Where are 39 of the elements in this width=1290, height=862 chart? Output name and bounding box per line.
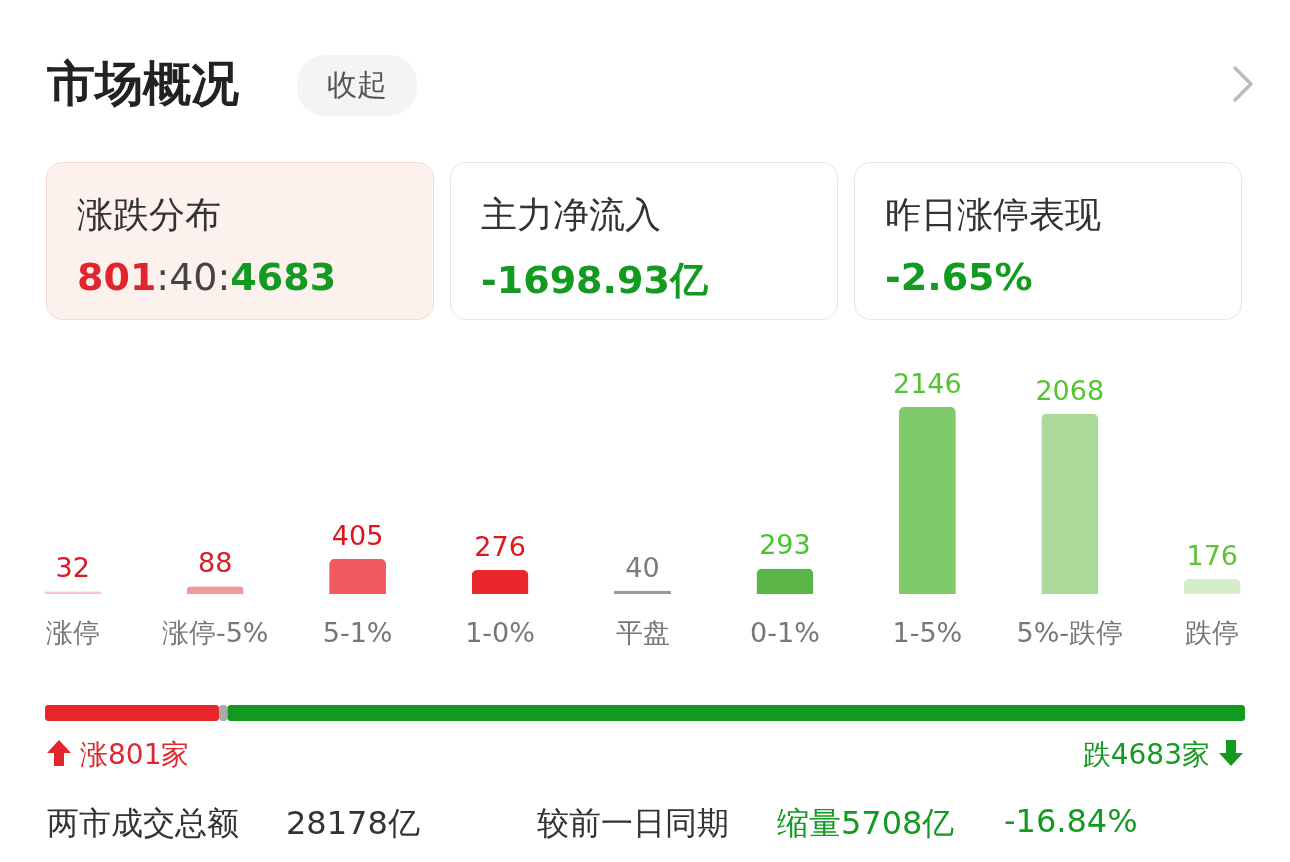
x-tick-label: 5-1% <box>322 616 393 648</box>
text: 昨日涨停表现 <box>885 193 1101 237</box>
text: 涨801家 <box>80 738 190 771</box>
data-label: 2068 <box>1035 374 1105 406</box>
x-tick-label: 1-0% <box>465 616 535 648</box>
text: -2.65% <box>885 255 1033 299</box>
x-tick-label: 1-5% <box>892 616 963 648</box>
bar <box>1183 578 1241 594</box>
text: 涨跌分布 <box>77 193 221 237</box>
bar <box>756 568 814 594</box>
data-label: 293 <box>759 529 811 561</box>
text: 市场概况 <box>47 54 239 113</box>
x-tick-label: 涨停-5% <box>161 616 269 648</box>
x-tick-label: 跌停 <box>1185 616 1240 648</box>
data-label: 176 <box>1186 539 1239 571</box>
text: -1698.93亿 <box>481 257 708 304</box>
bar <box>329 558 387 594</box>
text: -16.84% <box>1004 802 1138 840</box>
bar <box>471 569 529 594</box>
x-tick-label: 涨停 <box>45 616 100 648</box>
x-tick-label: 平盘 <box>615 616 670 648</box>
data-label: 88 <box>198 547 233 579</box>
data-label: 405 <box>331 519 384 551</box>
text: 跌4683家 <box>1082 738 1210 771</box>
text: 缩量5708亿 <box>777 803 955 844</box>
data-label: 2146 <box>893 367 962 399</box>
text: 801:40:4683 <box>77 255 337 299</box>
x-tick-label: 5%-跌停 <box>1016 616 1124 648</box>
data-label: 40 <box>625 551 660 583</box>
text: 28178亿 <box>286 803 420 844</box>
data-label: 32 <box>55 552 90 584</box>
bar <box>898 406 956 594</box>
text: 较前一日同期 <box>537 803 729 844</box>
text: 主力净流入 <box>481 193 661 237</box>
text: 收起 <box>297 55 417 116</box>
data-label: 276 <box>474 530 526 562</box>
text: 两市成交总额 <box>47 803 239 844</box>
bar <box>1041 413 1099 594</box>
x-tick-label: 0-1% <box>750 616 820 648</box>
